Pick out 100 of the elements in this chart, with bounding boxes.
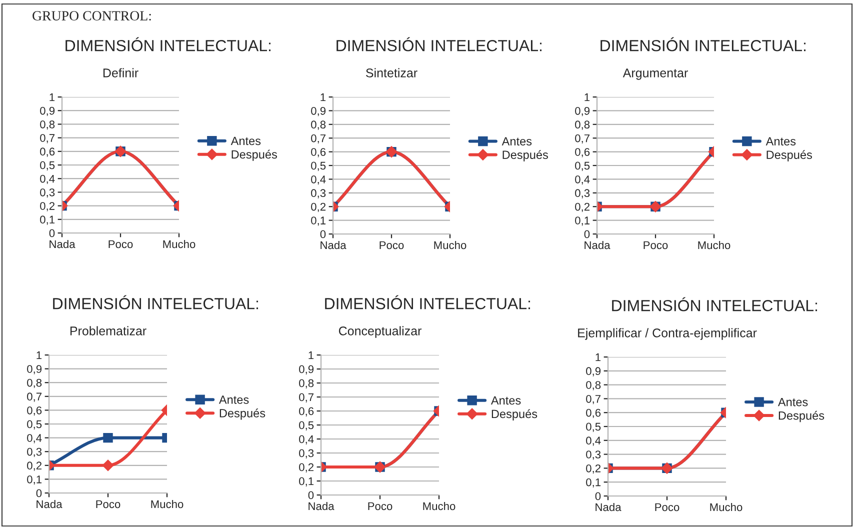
chart-subtitle: Definir — [103, 68, 138, 78]
y-tick-label: 0,6 — [27, 406, 42, 416]
chart-subtitle: Problematizar — [70, 326, 146, 336]
legend-label: Antes — [218, 396, 249, 404]
chart-title: DIMENSIÓN INTELECTUAL: — [612, 297, 818, 312]
legend-label: Después — [232, 150, 277, 161]
legend-label: Antes — [502, 137, 532, 146]
y-tick-label: 0,3 — [299, 449, 314, 458]
y-tick-label: 0,9 — [311, 106, 326, 116]
y-tick-label: 0,3 — [586, 450, 601, 460]
legend-label: Antes — [778, 398, 808, 406]
chart-title: DIMENSIÓN INTELECTUAL: — [336, 37, 542, 52]
chart-title: DIMENSIÓN INTELECTUAL: — [66, 37, 271, 52]
chart-title: DIMENSIÓN INTELECTUAL: — [53, 295, 258, 310]
y-tick-label: 1 — [50, 93, 55, 102]
legend-label: Después — [778, 410, 824, 422]
legend-label: Antes — [766, 137, 796, 146]
y-tick-label: 0 — [36, 489, 42, 498]
y-tick-label: 0,1 — [311, 216, 326, 226]
y-tick-label: 0,2 — [586, 464, 600, 474]
y-tick-label: 0,7 — [575, 134, 590, 144]
y-tick-label: 0,2 — [575, 202, 590, 212]
x-tick-label: Mucho — [151, 500, 184, 508]
x-tick-label: Nada — [308, 502, 334, 510]
y-tick-label: 0,1 — [575, 216, 590, 226]
y-tick-label: 0,6 — [575, 148, 590, 158]
y-tick-label: 1 — [36, 351, 42, 360]
x-tick-label: Nada — [596, 502, 622, 512]
legend-label: Antes — [490, 396, 521, 405]
x-tick-label: Poco — [380, 241, 404, 250]
y-tick-label: 0,5 — [586, 422, 601, 432]
y-tick-label: 0,3 — [40, 188, 55, 198]
y-tick-label: 0,4 — [575, 175, 590, 185]
y-tick-label: 0,5 — [299, 421, 314, 430]
text: GRUPO CONTROL: — [32, 11, 151, 21]
x-tick-label: Mucho — [710, 502, 742, 512]
x-tick-label: Mucho — [163, 240, 196, 248]
x-tick-label: Nada — [36, 500, 62, 508]
y-tick-label: 0,6 — [40, 148, 55, 157]
y-tick-label: 0,8 — [40, 120, 55, 130]
y-tick-label: 0 — [320, 230, 326, 238]
chart-title: DIMENSIÓN INTELECTUAL: — [600, 37, 806, 52]
y-tick-label: 1 — [596, 353, 601, 362]
y-tick-label: 0,1 — [27, 475, 42, 485]
y-tick-label: 0,7 — [40, 134, 54, 144]
y-tick-label: 0 — [595, 492, 601, 500]
y-tick-label: 0,2 — [299, 463, 314, 472]
y-tick-label: 0,5 — [311, 162, 326, 171]
y-tick-label: 0,9 — [40, 106, 55, 116]
y-tick-label: 0,1 — [586, 478, 601, 488]
legend-label: Después — [502, 150, 548, 162]
y-tick-label: 0,2 — [311, 202, 326, 212]
y-tick-label: 0,7 — [586, 394, 600, 404]
y-tick-label: 1 — [320, 93, 326, 102]
x-tick-label: Mucho — [698, 240, 730, 250]
y-tick-label: 0,4 — [299, 435, 314, 444]
y-tick-label: 0,4 — [586, 436, 601, 446]
y-tick-label: 0,3 — [27, 448, 42, 458]
y-tick-label: 0,1 — [40, 216, 55, 225]
y-tick-label: 0,5 — [40, 161, 55, 170]
y-tick-label: 0,6 — [299, 407, 314, 416]
chart-subtitle: Ejemplificar / Contra-ejemplificar — [578, 328, 757, 340]
y-tick-label: 0,4 — [40, 174, 55, 184]
x-tick-label: Poco — [644, 241, 668, 250]
y-tick-label: 0,7 — [27, 392, 42, 402]
y-tick-label: 0,1 — [299, 477, 314, 486]
y-tick-label: 0,7 — [299, 393, 314, 402]
y-tick-label: 0,8 — [575, 120, 590, 130]
y-tick-label: 0,2 — [27, 462, 42, 471]
y-tick-label: 0,8 — [311, 120, 326, 130]
y-tick-label: 0 — [584, 230, 590, 238]
y-tick-label: 0,2 — [40, 202, 54, 212]
y-tick-label: 0,6 — [311, 148, 326, 158]
chart-subtitle: Sintetizar — [366, 68, 418, 78]
x-tick-label: Nada — [50, 240, 76, 248]
x-tick-label: Poco — [655, 503, 680, 512]
y-tick-label: 0,8 — [586, 381, 601, 390]
chart-title: DIMENSIÓN INTELECTUAL: — [325, 295, 530, 310]
y-tick-label: 0,4 — [311, 175, 326, 185]
chart-subtitle: Conceptualizar — [338, 326, 422, 338]
y-tick-label: 0,7 — [311, 134, 326, 144]
legend-label: Después — [766, 150, 812, 162]
y-tick-label: 0,3 — [575, 189, 590, 198]
x-tick-label: Poco — [368, 502, 392, 510]
y-tick-label: 0,9 — [299, 365, 314, 374]
y-tick-label: 0,9 — [586, 367, 601, 376]
x-tick-label: Nada — [584, 240, 610, 250]
legend-label: Después — [492, 409, 538, 420]
y-tick-label: 0,9 — [27, 365, 42, 374]
y-tick-label: 0,5 — [575, 162, 590, 171]
legend-label: Después — [220, 408, 266, 420]
legend-label: Antes — [230, 136, 261, 146]
y-tick-label: 1 — [584, 93, 590, 102]
x-tick-label: Poco — [96, 500, 120, 508]
y-tick-label: 0,8 — [299, 379, 314, 388]
chart-subtitle: Argumentar — [622, 68, 688, 80]
y-tick-label: 0,5 — [27, 420, 42, 430]
y-tick-label: 0 — [49, 229, 55, 238]
x-tick-label: Mucho — [423, 502, 456, 510]
y-tick-label: 0,6 — [586, 408, 601, 418]
